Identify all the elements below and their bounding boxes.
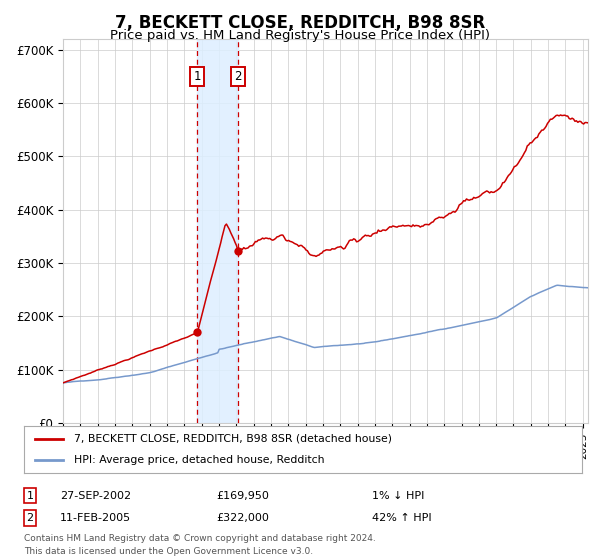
Text: 27-SEP-2002: 27-SEP-2002: [60, 491, 131, 501]
Text: 7, BECKETT CLOSE, REDDITCH, B98 8SR (detached house): 7, BECKETT CLOSE, REDDITCH, B98 8SR (det…: [74, 434, 392, 444]
Text: 2: 2: [26, 513, 34, 523]
Text: 2: 2: [235, 70, 242, 83]
Text: Price paid vs. HM Land Registry's House Price Index (HPI): Price paid vs. HM Land Registry's House …: [110, 29, 490, 42]
Text: 1: 1: [193, 70, 201, 83]
Text: 1% ↓ HPI: 1% ↓ HPI: [372, 491, 424, 501]
Text: This data is licensed under the Open Government Licence v3.0.: This data is licensed under the Open Gov…: [24, 547, 313, 556]
Text: 1: 1: [26, 491, 34, 501]
Text: £322,000: £322,000: [216, 513, 269, 523]
Text: 42% ↑ HPI: 42% ↑ HPI: [372, 513, 431, 523]
Text: £169,950: £169,950: [216, 491, 269, 501]
Text: Contains HM Land Registry data © Crown copyright and database right 2024.: Contains HM Land Registry data © Crown c…: [24, 534, 376, 543]
Bar: [197, 39, 238, 423]
Text: HPI: Average price, detached house, Redditch: HPI: Average price, detached house, Redd…: [74, 455, 325, 465]
Text: 7, BECKETT CLOSE, REDDITCH, B98 8SR: 7, BECKETT CLOSE, REDDITCH, B98 8SR: [115, 14, 485, 32]
Text: 11-FEB-2005: 11-FEB-2005: [60, 513, 131, 523]
